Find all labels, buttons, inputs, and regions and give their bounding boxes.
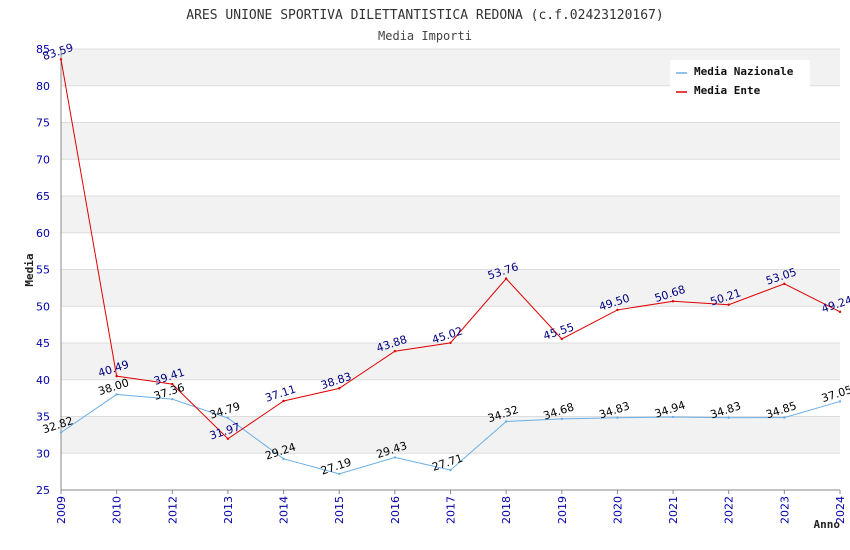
y-tick-label: 25 (36, 484, 50, 497)
data-point (226, 437, 230, 440)
x-tick-label: 2014 (278, 496, 291, 524)
grid-band (61, 416, 840, 454)
data-point (560, 337, 563, 341)
y-axis-label: Media (23, 253, 36, 286)
grid-band (61, 269, 840, 307)
data-point (171, 382, 174, 386)
data-point (783, 416, 786, 419)
x-tick-label: 2017 (445, 496, 458, 524)
grid-band (61, 196, 840, 233)
x-tick-label: 2024 (834, 496, 847, 524)
data-point (671, 300, 675, 303)
y-tick-label: 55 (36, 264, 50, 277)
data-point (115, 374, 118, 378)
legend-box (670, 60, 810, 105)
x-axis-label: Anno (814, 518, 841, 531)
data-point (449, 341, 452, 345)
x-tick-label: 2013 (222, 496, 235, 524)
data-point (838, 400, 842, 403)
data-point (616, 416, 619, 419)
data-point (393, 350, 397, 353)
grid-band (61, 232, 840, 270)
y-tick-label: 30 (36, 447, 50, 460)
data-point (616, 308, 619, 312)
data-point (338, 472, 341, 476)
y-tick-label: 70 (36, 153, 50, 166)
data-point (671, 415, 675, 419)
series-lines (59, 58, 842, 476)
x-tick-labels: 2009 2010 2012 2013 2014 2015 2016 2017 2018 2019… (55, 490, 847, 524)
data-point (115, 393, 118, 396)
legend: Media Nazionale Media Ente (670, 60, 810, 105)
y-tick-label: 45 (36, 337, 50, 350)
data-point (393, 456, 397, 459)
y-tick-labels: 25 30 35 40 45 50 55 60 65 70 75 80 85 (36, 43, 50, 497)
data-point (504, 420, 508, 423)
x-tick-label: 2009 (55, 496, 68, 524)
grid-band (61, 379, 840, 417)
y-tick-label: 60 (36, 227, 50, 240)
y-tick-label: 80 (36, 80, 50, 93)
x-tick-label: 2018 (500, 496, 513, 524)
y-tick-label: 75 (36, 117, 50, 130)
data-point (727, 303, 730, 306)
data-point (171, 397, 174, 401)
data-point (560, 417, 563, 421)
y-tick-label: 85 (36, 43, 50, 56)
grid-band (61, 306, 840, 343)
x-tick-label: 2022 (723, 496, 736, 524)
data-point (449, 468, 452, 472)
data-point (59, 431, 63, 434)
x-tick-label: 2016 (389, 496, 402, 524)
data-point (282, 457, 285, 461)
x-tick-label: 2010 (111, 496, 124, 524)
y-tick-label: 35 (36, 411, 50, 424)
data-point (226, 416, 230, 420)
x-tick-label: 2020 (611, 496, 624, 524)
data-point (727, 416, 730, 419)
y-tick-label: 50 (36, 300, 50, 313)
chart-subtitle: Media Importi (378, 29, 472, 43)
x-tick-label: 2019 (556, 496, 569, 524)
x-tick-label: 2015 (333, 496, 346, 524)
y-tick-label: 65 (36, 190, 50, 203)
grid-band (61, 159, 840, 196)
grid-band (61, 453, 840, 490)
x-tick-label: 2023 (778, 496, 791, 524)
x-tick-label: 2021 (667, 496, 680, 524)
data-point (783, 282, 786, 286)
legend-label-media-nazionale: Media Nazionale (694, 65, 794, 78)
data-point (338, 387, 341, 390)
chart-title: ARES UNIONE SPORTIVA DILETTANTISTICA RED… (186, 8, 663, 23)
grid-band (61, 122, 840, 160)
data-point (838, 310, 842, 314)
grid-bands (61, 49, 840, 490)
data-point (504, 277, 508, 280)
data-point (59, 58, 63, 61)
data-point (282, 399, 285, 403)
x-tick-label: 2012 (166, 496, 179, 524)
y-tick-label: 40 (36, 374, 50, 387)
legend-label-media-ente: Media Ente (694, 84, 761, 97)
grid-band (61, 343, 840, 380)
